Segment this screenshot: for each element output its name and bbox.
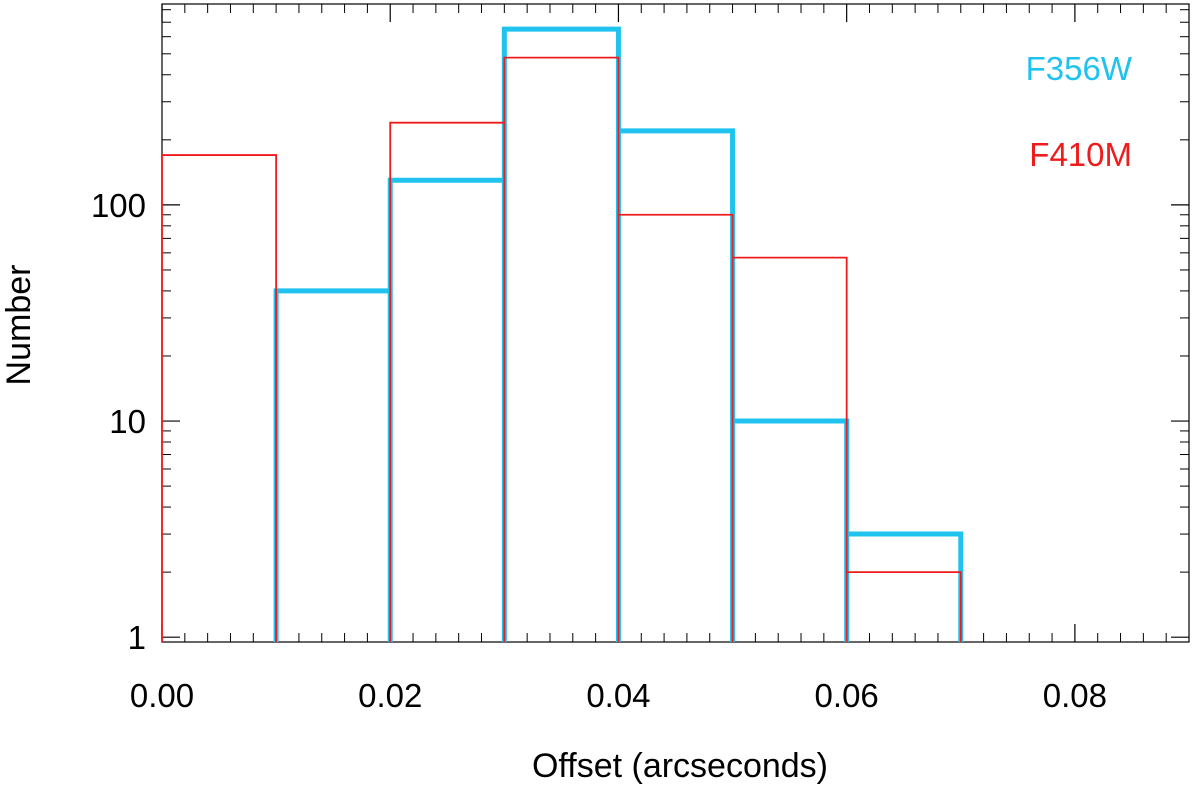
x-tick-label: 0.04 [586,677,650,714]
x-tick-label: 0.06 [815,677,879,714]
plot-frame [161,3,1190,643]
y-tick-label: 100 [91,187,146,224]
legend-entry-f410m: F410M [1029,136,1132,173]
legend-entry-f356w: F356W [1026,50,1133,87]
x-tick-label: 0.02 [358,677,422,714]
series-f356w-histogram [273,26,964,642]
x-tick-label: 0.08 [1043,677,1107,714]
y-tick-label: 1 [128,619,146,656]
y-axis-title: Number [0,265,38,386]
x-axis-title: Offset (arcseconds) [532,747,828,785]
y-tick-label: 10 [109,403,146,440]
series-f410m-histogram [161,56,962,642]
x-tick-label: 0.00 [130,677,194,714]
